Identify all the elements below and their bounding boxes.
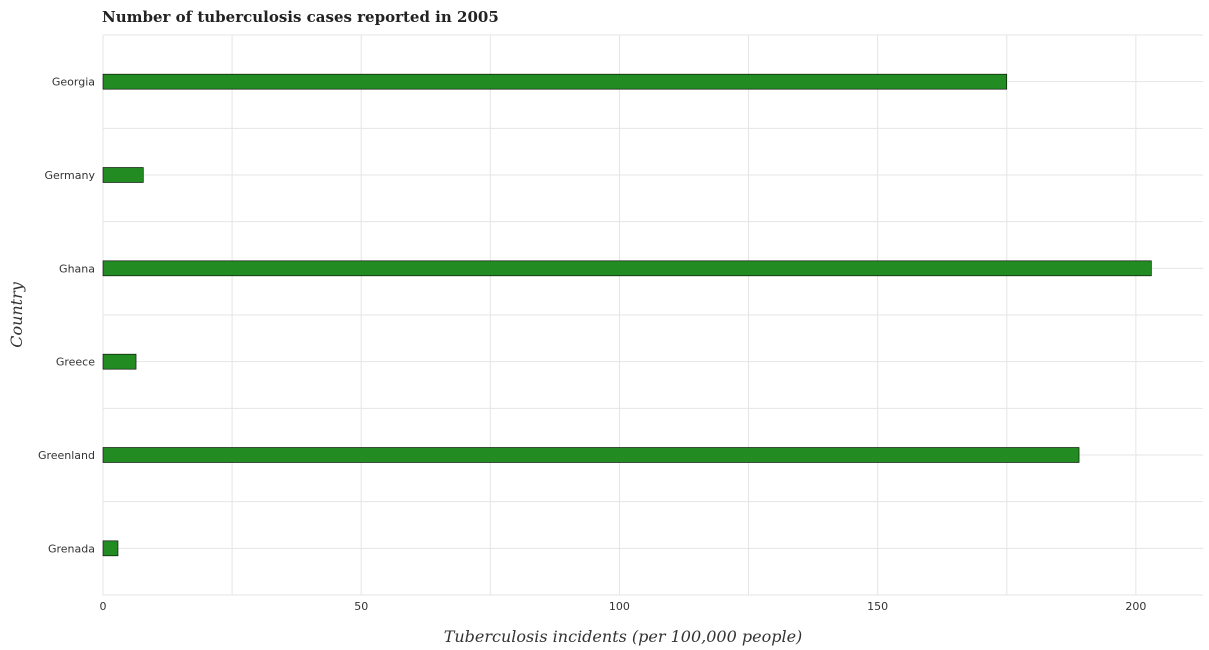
x-tick-label: 50 (354, 600, 368, 613)
x-tick-labels: 0 50 100 150 200 (100, 600, 1147, 613)
y-tick-label: Greece (56, 356, 95, 369)
y-tick-label: Georgia (52, 76, 95, 89)
x-tick-label: 150 (867, 600, 888, 613)
y-tick-label: Greenland (38, 449, 95, 462)
y-axis-title: Country (7, 281, 26, 348)
chart-title: Number of tuberculosis cases reported in… (102, 8, 499, 26)
x-axis-title: Tuberculosis incidents (per 100,000 peop… (444, 627, 803, 646)
bar-series (102, 73, 1152, 557)
x-tick-label: 200 (1125, 600, 1146, 613)
y-tick-labels: Georgia Germany Ghana Greece Greenland Grenad… (38, 76, 96, 556)
bar-ghana (102, 260, 1152, 277)
bar-greenland (102, 447, 1080, 463)
x-tick-label: 0 (100, 600, 107, 613)
y-tick-label: Grenada (48, 542, 95, 555)
bar-germany (102, 167, 144, 183)
y-tick-label: Ghana (59, 262, 95, 275)
grid-lines (102, 34, 1203, 596)
bar-greece (102, 353, 137, 370)
bar-georgia (102, 73, 1008, 90)
y-tick-label: Germany (44, 169, 95, 182)
bar-grenada (102, 540, 119, 557)
x-tick-label: 100 (609, 600, 630, 613)
